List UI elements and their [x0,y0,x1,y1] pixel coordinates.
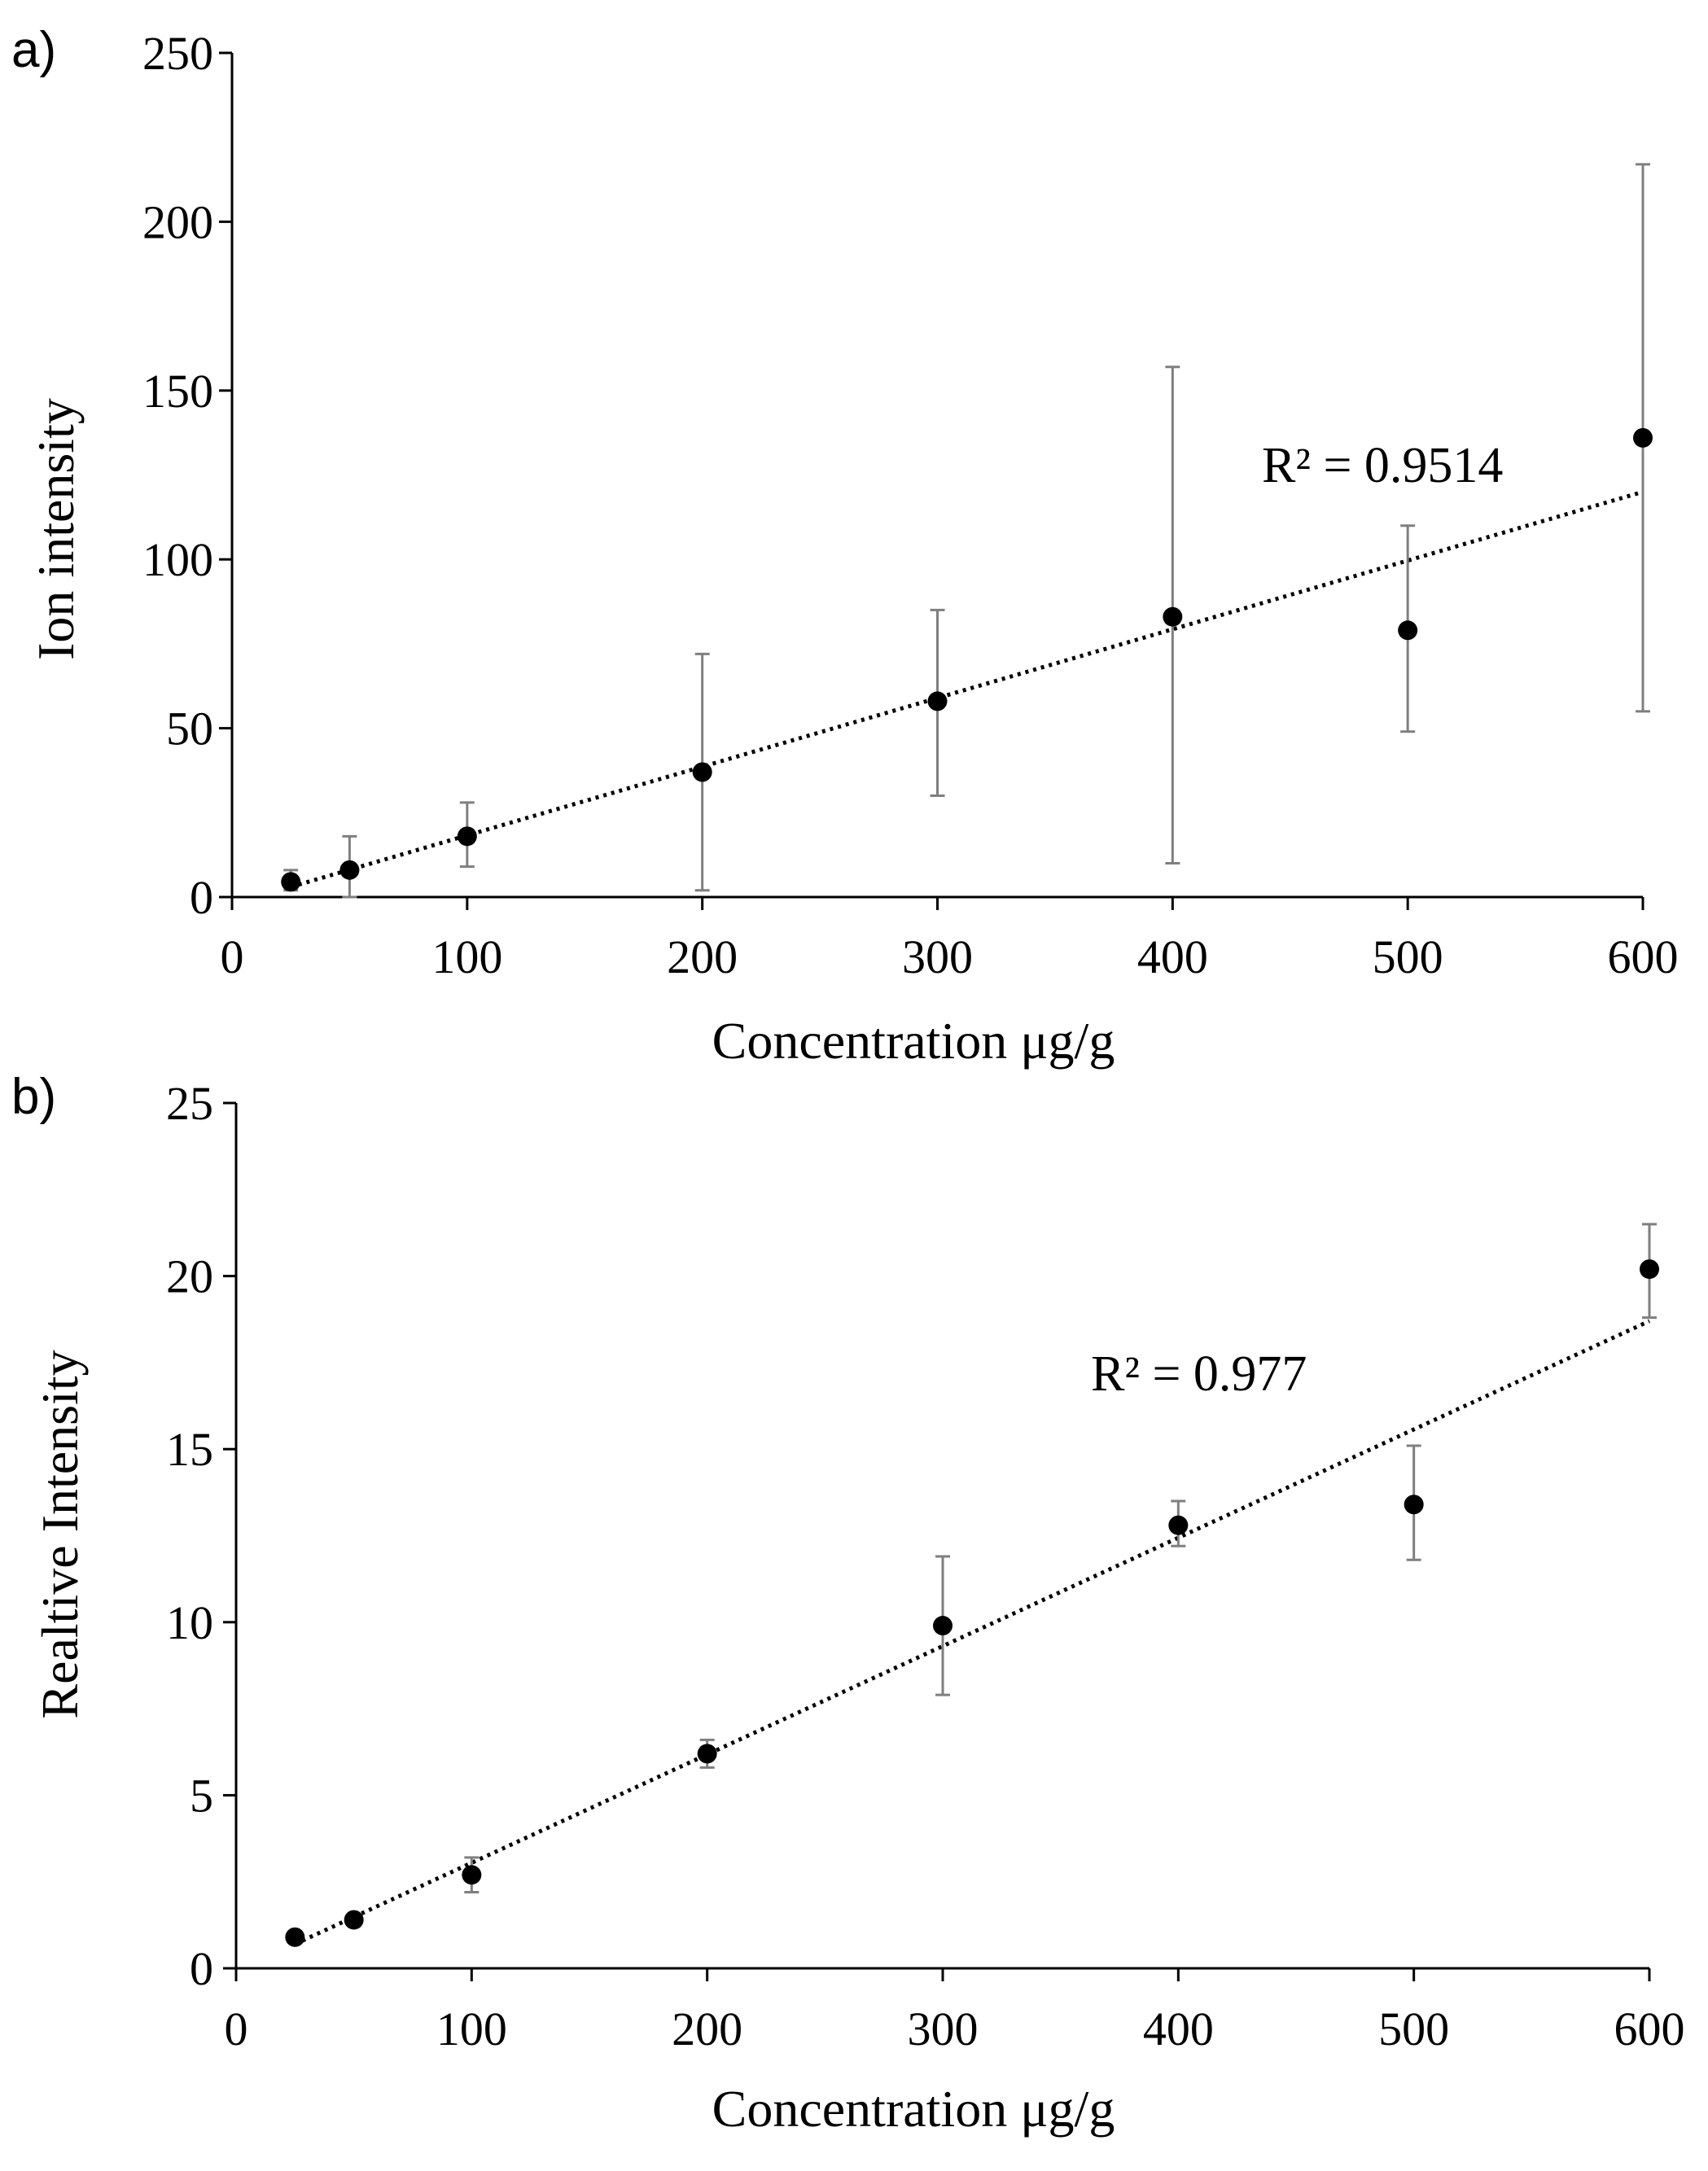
panel-a-trendline-path [290,489,1644,889]
panel-a-x-axis-title: Concentration μg/g [712,1012,1115,1070]
panel-a-y-axis-title: Ion intensity [27,398,85,660]
panel-b-x-tick-label: 100 [436,2002,507,2055]
panel-a-data-point [1163,606,1183,627]
panel-b-x-tick-label: 0 [225,2002,248,2055]
panel-b-relative-intensity: b) 0 5 10 15 20 25 0 100 200 300 400 500 600 R² = 0… [11,1069,1685,2138]
panel-a-data-point [927,691,948,711]
panel-a-data-point [281,872,301,892]
panel-b-data-point [697,1744,717,1764]
panel-b-y-tick-label: 10 [166,1596,213,1649]
panel-b-x-tick-label: 600 [1614,2002,1685,2055]
panel-b-y-axis-title: Realtive Intensity [31,1350,89,1718]
panel-b-y-ticks: 0 5 10 15 20 25 [166,1077,236,1995]
panel-b-y-tick-label: 5 [190,1769,213,1822]
panel-a-y-tick-label: 100 [142,533,213,586]
panel-a-label: a) [11,22,56,78]
panel-b-data-point [1168,1515,1189,1535]
panel-b-points [285,1259,1659,1947]
panel-a-y-tick-label: 250 [142,27,213,80]
panel-a-trendline [290,489,1644,889]
panel-a-x-tick-label: 500 [1373,930,1443,983]
panel-b-data-point [1640,1259,1659,1280]
panel-a-y-tick-label: 50 [166,703,213,755]
panel-a-y-ticks: 0 50 100 150 200 250 [142,27,232,924]
panel-b-data-point [285,1927,305,1947]
panel-a-x-tick-label: 300 [902,930,973,983]
panel-b-x-tick-label: 500 [1378,2002,1449,2055]
panel-a-x-tick-label: 0 [221,930,244,983]
panel-a-x-ticks: 0 100 200 300 400 500 600 [221,897,1679,983]
panel-b-data-point [933,1616,953,1636]
panel-b-y-tick-label: 25 [166,1077,213,1130]
panel-b-x-tick-label: 400 [1143,2002,1214,2055]
panel-b-label: b) [11,1069,56,1125]
panel-a-x-tick-label: 600 [1608,930,1679,983]
panel-a-y-tick-label: 0 [190,871,213,924]
panel-b-error-bars [464,1223,1657,1893]
panel-b-x-ticks: 0 100 200 300 400 500 600 [225,1968,1685,2055]
panel-b-data-point [1404,1495,1424,1515]
panel-b-y-tick-label: 15 [166,1423,213,1476]
panel-b-data-point [344,1910,364,1930]
panel-b-r2-label: R² = 0.977 [1091,1346,1307,1402]
panel-b-trendline-path [294,1319,1651,1946]
panel-a-y-tick-label: 200 [142,195,213,248]
panel-a-x-tick-label: 400 [1137,930,1208,983]
panel-a-points [281,427,1653,892]
panel-a-r2-label: R² = 0.9514 [1262,438,1503,493]
panel-b-y-tick-label: 0 [190,1942,213,1995]
panel-b-x-tick-label: 300 [908,2002,979,2055]
panel-a-y-tick-label: 150 [142,365,213,418]
panel-a-data-point [339,860,360,880]
panel-a-error-bars [283,163,1650,899]
panel-b-y-tick-label: 20 [166,1250,213,1303]
panel-b-trendline [294,1319,1651,1946]
panel-a-data-point [692,762,712,782]
panel-a-ion-intensity: a) 0 50 100 150 200 250 0 100 200 300 400 500 600 R… [11,22,1679,1070]
panel-a-data-point [457,826,477,847]
panel-a-x-tick-label: 100 [431,930,502,983]
panel-a-data-point [1633,427,1653,448]
panel-b-x-tick-label: 200 [672,2002,742,2055]
panel-b-data-point [462,1865,482,1885]
panel-b-x-axis-title: Concentration μg/g [712,2080,1115,2138]
panel-a-x-tick-label: 200 [667,930,738,983]
panel-a-data-point [1398,620,1418,641]
